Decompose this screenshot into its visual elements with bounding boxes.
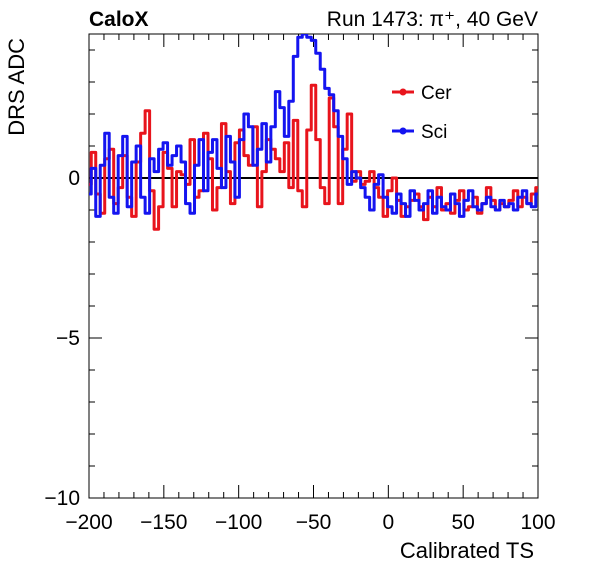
experiment-label: CaloX: [89, 8, 149, 31]
x-tick-label: −200: [65, 511, 112, 534]
legend-entry-sci: Sci: [392, 122, 447, 143]
legend-entry-cer: Cer: [392, 83, 452, 104]
tick-labels: −200 −150 −100 −50 0 50 100−10−50: [44, 167, 555, 534]
series-layer: [89, 34, 538, 231]
legend-cer-label: Cer: [421, 83, 452, 104]
legend-sci-marker: [399, 127, 407, 135]
y-tick-label: −5: [56, 327, 80, 350]
x-axis-title: Calibrated TS: [400, 538, 534, 563]
legend-cer-marker: [399, 88, 407, 96]
x-tick-label: 0: [382, 511, 394, 534]
legend-sci-label: Sci: [421, 122, 447, 143]
x-tick-label: 50: [451, 511, 474, 534]
plot-frame: [88, 33, 539, 499]
run-info-label: Run 1473: π⁺, 40 GeV: [327, 8, 538, 31]
axis-ticks: [88, 34, 539, 499]
x-tick-label: −50: [296, 511, 332, 534]
legend: Cer Sci: [392, 83, 452, 143]
y-axis-title: DRS ADC: [4, 38, 29, 136]
series-line-cer: [89, 83, 538, 231]
y-tick-label: −10: [44, 487, 80, 510]
y-tick-label: 0: [68, 167, 80, 190]
series-line-sci: [89, 34, 538, 218]
x-tick-label: 100: [520, 511, 555, 534]
x-tick-label: −100: [215, 511, 262, 534]
x-tick-label: −150: [140, 511, 187, 534]
